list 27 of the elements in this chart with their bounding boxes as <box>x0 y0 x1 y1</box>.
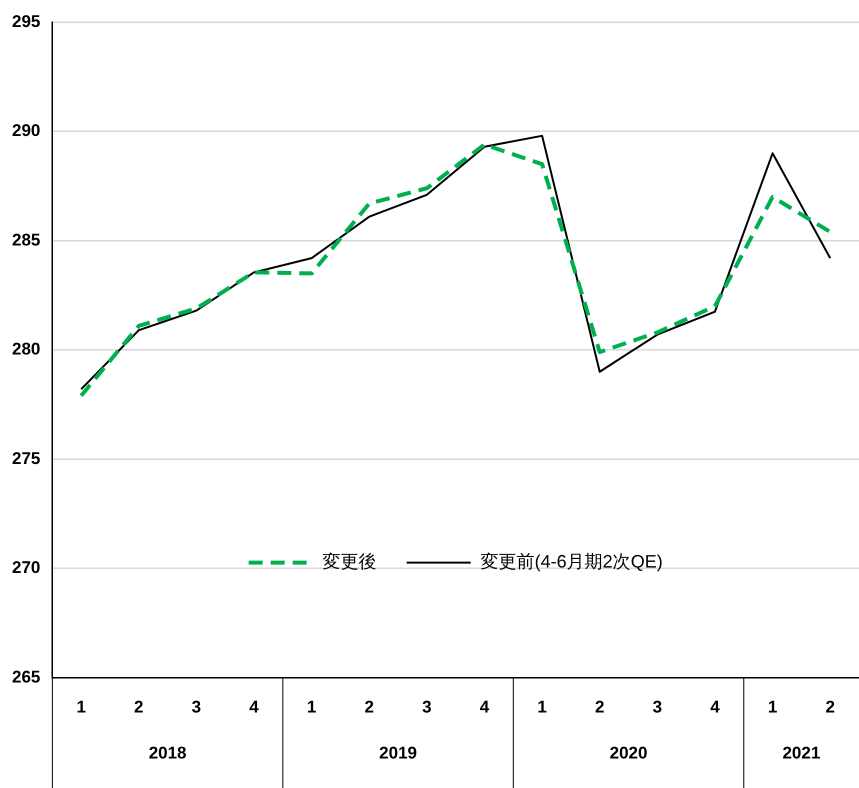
x-tick-label: 1 <box>537 697 547 716</box>
x-tick-label: 1 <box>768 697 778 716</box>
text: 2021 <box>782 743 820 762</box>
y-tick-label: 280 <box>12 340 40 359</box>
y-tick-label: 270 <box>12 558 40 578</box>
legend-label: 変更後 <box>322 552 377 572</box>
x-tick-label: 2 <box>364 697 374 716</box>
x-tick-label: 3 <box>192 697 202 716</box>
x-tick-label: 1 <box>76 697 86 716</box>
y-tick-label: 290 <box>12 121 40 140</box>
y-tick-label: 285 <box>12 230 40 250</box>
x-tick-label: 2 <box>594 697 604 716</box>
x-tick-label: 1 <box>306 697 316 716</box>
y-tick-label: 265 <box>12 667 40 686</box>
text: 2018 <box>148 743 187 762</box>
text: 2019 <box>379 743 417 762</box>
x-tick-label: 2 <box>134 697 144 716</box>
x-tick-label: 4 <box>710 697 720 716</box>
text: 2020 <box>610 743 648 762</box>
x-tick-label: 3 <box>422 697 432 716</box>
x-tick-label: 2 <box>825 697 835 716</box>
x-tick-label: 4 <box>249 697 260 716</box>
x-tick-label: 4 <box>480 697 490 716</box>
y-tick-label: 295 <box>12 12 40 31</box>
legend-label: 変更前(4-6月期2次QE) <box>480 552 663 572</box>
y-tick-label: 275 <box>12 448 40 468</box>
x-tick-label: 3 <box>652 697 662 716</box>
